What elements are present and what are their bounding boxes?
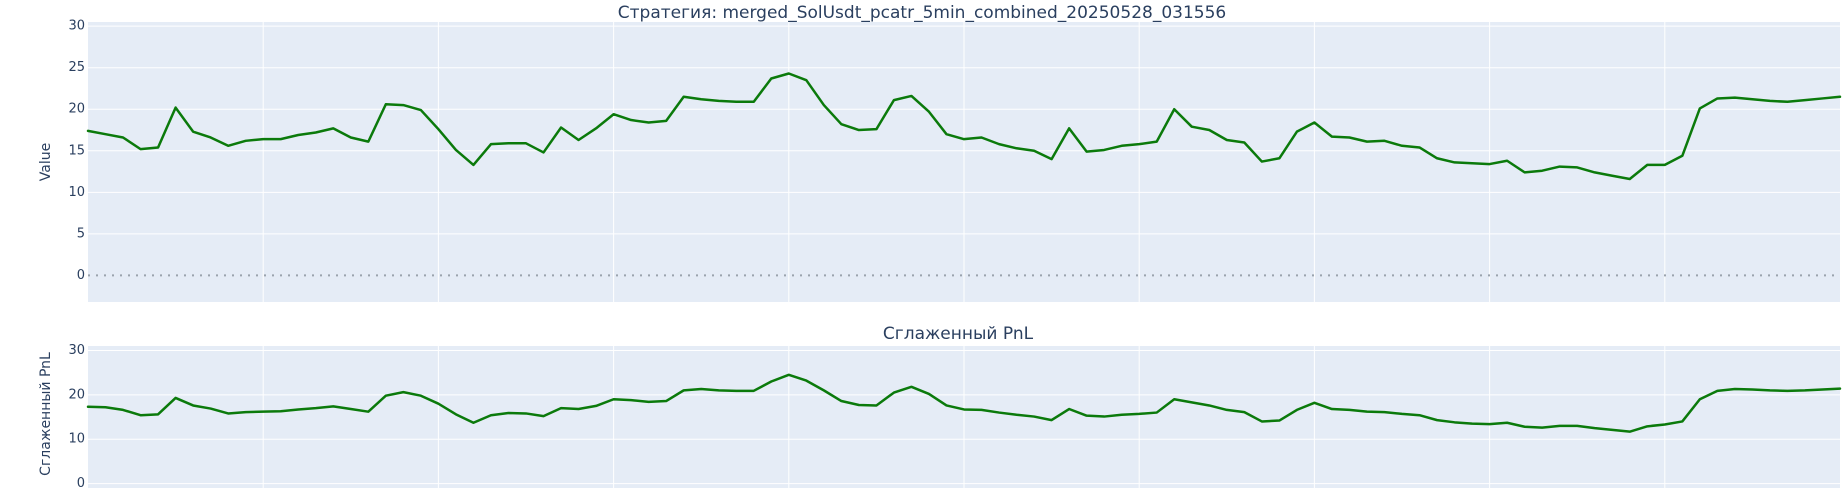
y-tick-label: 0 <box>77 268 85 283</box>
top-chart: Стратегия: merged_SolUsdt_pcatr_5min_com… <box>38 3 1842 302</box>
y-tick-label: 30 <box>68 343 85 358</box>
top-grid <box>88 22 1840 302</box>
y-tick-label: 20 <box>68 102 85 117</box>
y-tick-label: 0 <box>77 476 85 489</box>
y-tick-label: 30 <box>68 19 85 34</box>
top-series-line <box>86 72 1842 181</box>
bottom-chart-title: Сглаженный PnL <box>883 324 1034 344</box>
top-y-ticks: 0 5 10 15 20 25 30 <box>68 19 85 283</box>
top-y-axis-title: Value <box>38 143 54 181</box>
y-tick-label: 20 <box>68 387 85 402</box>
bottom-series-line <box>86 373 1842 433</box>
bottom-y-axis-title: Сглаженный PnL <box>38 352 54 476</box>
top-chart-title: Стратегия: merged_SolUsdt_pcatr_5min_com… <box>618 3 1226 23</box>
bottom-grid <box>88 346 1840 488</box>
y-tick-label: 15 <box>68 143 85 158</box>
bottom-chart: Сглаженный PnL 0 10 20 30 Сглаженный PnL <box>38 324 1842 489</box>
y-tick-label: 10 <box>68 432 85 447</box>
y-tick-label: 10 <box>68 185 85 200</box>
bottom-y-ticks: 0 10 20 30 <box>68 343 85 489</box>
y-tick-label: 25 <box>68 60 85 75</box>
y-tick-label: 5 <box>77 226 85 241</box>
